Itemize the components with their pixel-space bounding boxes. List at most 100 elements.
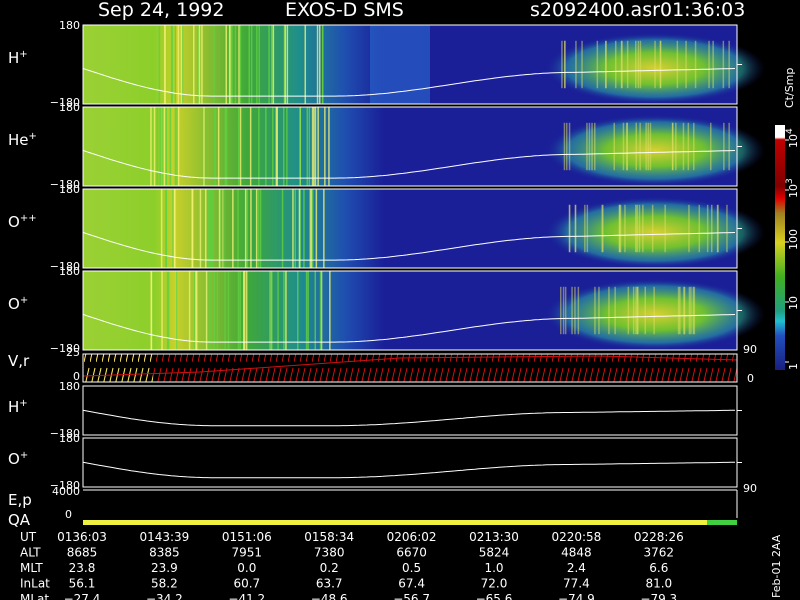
spectrogram-stripe — [175, 271, 178, 350]
y-tick-label: 4000 — [52, 485, 80, 498]
spectrogram-stripe — [723, 122, 725, 171]
spectrogram-stripe — [693, 122, 695, 171]
spectrogram-stripe — [207, 189, 210, 268]
spectrogram-patch — [370, 25, 430, 104]
panel-label: H+ — [8, 398, 28, 416]
y-tick-label: −180 — [50, 342, 80, 355]
spectrogram-stripe — [319, 25, 321, 104]
line-trace — [82, 409, 735, 427]
spectrogram-stripe — [257, 189, 260, 268]
spectrogram-stripe — [728, 40, 730, 89]
spectrogram-stripe — [710, 122, 712, 171]
colorbar-tick-base: 100 — [787, 229, 800, 250]
spectrogram-stripe — [268, 25, 270, 104]
spectrogram-stripe — [222, 189, 225, 268]
spectrogram-stripe — [586, 122, 588, 171]
spectrogram-stripe — [284, 25, 286, 104]
spectrogram-stripe — [613, 122, 615, 171]
cell: 0.0 — [237, 561, 256, 575]
panel-label: QA — [8, 511, 31, 529]
y-tick-label: −180 — [50, 479, 80, 492]
spectrogram-stripe — [243, 271, 246, 350]
spectrogram-stripe — [237, 107, 240, 186]
spectrogram-stripe — [173, 189, 176, 268]
qa-bar-end — [707, 520, 737, 525]
spectrogram-stripe — [560, 286, 562, 335]
row-label: MLT — [20, 561, 43, 575]
spectrogram-stripe — [638, 204, 641, 253]
spectrogram-stripe — [315, 189, 318, 268]
cell: −27.4 — [64, 592, 101, 600]
pitch-curve — [82, 68, 736, 97]
spectrogram-stripe — [258, 107, 260, 186]
spectrogram-stripe — [283, 271, 285, 350]
row-label: UT — [20, 530, 37, 544]
spectrogram-stripe — [286, 107, 288, 186]
spectrogram-stripe — [586, 204, 589, 253]
spectrogram-stripe — [212, 189, 214, 268]
spectrogram-stripe — [639, 122, 641, 171]
spectrogram-stripe — [687, 122, 690, 171]
spectrogram-stripe — [651, 204, 654, 253]
colorbar-tick-sup: 3 — [785, 178, 795, 184]
spectrogram-stripe — [642, 204, 644, 253]
spectrogram-stripe — [231, 25, 233, 104]
spectrogram-stripe — [150, 271, 152, 350]
panel-label-sup: + — [19, 398, 27, 409]
spectrogram-stripe — [564, 40, 566, 89]
cell: 3762 — [644, 546, 675, 560]
spectrogram-stripe — [188, 271, 191, 350]
panel-label: V,r — [8, 352, 30, 370]
cell: 7951 — [232, 546, 263, 560]
spectrogram-stripe — [711, 204, 713, 253]
cell: 2.4 — [567, 561, 586, 575]
spectrogram-stripe — [568, 204, 571, 253]
cell: 0136:03 — [57, 530, 107, 544]
spectrogram-stripe — [177, 107, 180, 186]
cell: 7380 — [314, 546, 345, 560]
colorbar-tick-base: 1 — [787, 363, 800, 370]
spectrogram-stripe — [271, 271, 273, 350]
spectrogram-stripe — [621, 40, 623, 89]
cell: −41.2 — [228, 592, 265, 600]
y-tick-label: 180 — [59, 265, 80, 278]
spectrogram-stripe — [220, 189, 222, 268]
spectrogram-stripe — [659, 40, 662, 89]
spectrogram-stripe — [204, 107, 207, 186]
colorbar — [775, 125, 785, 370]
pitch-curve — [82, 149, 736, 179]
cell: −65.6 — [476, 592, 513, 600]
spectrogram-stripe — [712, 40, 714, 89]
spectrogram-stripe — [216, 271, 219, 350]
spectrogram-stripe — [298, 189, 301, 268]
spectrogram-stripe — [313, 107, 315, 186]
cell: 0158:34 — [304, 530, 354, 544]
spectrogram-stripe — [562, 286, 565, 335]
panel-label-sup: + — [19, 49, 27, 60]
spectrogram-stripe — [563, 122, 566, 171]
spectrogram-stripe — [306, 107, 308, 186]
cell: 5824 — [479, 546, 510, 560]
spectrogram-stripe — [581, 40, 583, 89]
spectrogram-stripe — [675, 122, 677, 171]
spectrogram-stripe — [213, 25, 215, 104]
spectrogram-stripe — [174, 107, 177, 186]
spectrogram-stripe — [181, 25, 184, 104]
spectrogram-stripe — [256, 25, 258, 104]
spectrogram-stripe — [196, 271, 198, 350]
panel-label-base: He — [8, 131, 29, 149]
cell: −56.7 — [393, 592, 430, 600]
y-tick-label: 25 — [66, 346, 80, 359]
y-tick-label: 0 — [65, 508, 72, 521]
spectrogram-stripe — [265, 107, 267, 186]
spectrogram-stripe — [269, 271, 271, 350]
spectrogram-stripe — [671, 122, 674, 171]
y-tick-label: 180 — [59, 432, 80, 445]
spectrogram-stripe — [639, 40, 642, 89]
spectrogram-stripe — [255, 189, 258, 268]
line-trace — [82, 461, 735, 479]
spectrogram-stripe — [259, 189, 262, 268]
panel-label-base: H — [8, 398, 19, 416]
spectrogram-stripe — [682, 122, 685, 171]
cell: 23.8 — [69, 561, 96, 575]
